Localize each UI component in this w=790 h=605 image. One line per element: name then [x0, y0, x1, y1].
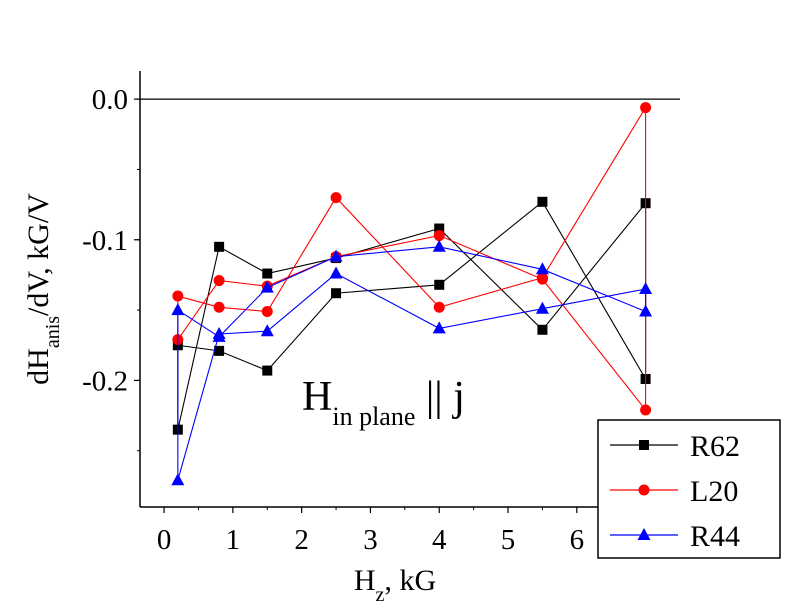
axes [134, 71, 681, 513]
data-point-r62 [214, 345, 225, 356]
data-point-r44 [212, 329, 226, 342]
labels-layer: 0.0 -0.1 -0.2 0 1 2 3 4 5 6 Hz, kG dHanis/dV, kG/V H… [22, 84, 584, 605]
legend-label: R62 [690, 430, 740, 463]
data-point-r44 [329, 266, 343, 279]
legend-item-r62: R62 [610, 430, 740, 463]
data-point-r44 [260, 280, 274, 293]
data-point-r62 [434, 279, 445, 290]
series-line-r62 [177, 200, 647, 430]
data-point-r62 [537, 324, 548, 335]
annotation-label: Hin plane || j [302, 374, 465, 431]
data-point-r44 [639, 282, 653, 294]
data-point-l20 [261, 306, 273, 318]
x-tick-label: 1 [226, 524, 241, 556]
legend-marker [637, 528, 651, 540]
x-tick-label: 4 [432, 524, 447, 556]
data-point-r44 [535, 301, 549, 314]
y-tick-label: 0.0 [92, 84, 128, 116]
data-point-r44 [329, 249, 343, 262]
data-point-l20 [330, 192, 342, 204]
legend-marker [639, 440, 649, 450]
legend-box [597, 419, 781, 559]
data-point-l20 [433, 301, 445, 313]
x-tick-label: 3 [363, 524, 378, 556]
series-layer [171, 102, 653, 486]
y-tick-label: -0.2 [82, 365, 128, 397]
data-point-r62 [262, 365, 273, 376]
data-point-r44 [432, 239, 446, 252]
data-point-r62 [331, 288, 342, 299]
data-point-l20 [433, 230, 445, 242]
legend-marker [638, 484, 650, 496]
data-point-r44 [639, 304, 653, 317]
series-l20 [172, 102, 652, 416]
data-point-l20 [640, 404, 652, 416]
series-r62 [172, 196, 651, 435]
data-point-l20 [213, 301, 225, 313]
data-point-l20 [640, 102, 652, 114]
y-axis-label: dHanis/dV, kG/V [22, 193, 64, 385]
legend: R62 L20 R44 [597, 419, 781, 559]
y-tick-label: -0.1 [82, 225, 128, 257]
data-point-r62 [262, 268, 273, 279]
data-point-r62 [214, 241, 225, 252]
legend-label: L20 [690, 475, 738, 508]
x-tick-label: 5 [501, 524, 516, 556]
data-point-r62 [537, 196, 548, 207]
x-tick-label: 2 [294, 524, 309, 556]
x-tick-label: 0 [157, 524, 172, 556]
x-axis-label: Hz, kG [354, 564, 436, 605]
legend-label: R44 [690, 520, 740, 553]
data-point-r44 [260, 324, 274, 337]
data-point-l20 [213, 275, 225, 287]
series-r44 [171, 239, 653, 486]
data-point-l20 [536, 272, 548, 284]
legend-item-l20: L20 [610, 475, 738, 508]
x-tick-label: 6 [570, 524, 585, 556]
data-point-r44 [535, 262, 549, 275]
data-point-l20 [172, 290, 184, 302]
data-point-r44 [171, 303, 185, 316]
data-point-r44 [432, 321, 446, 334]
series-line-r44 [177, 246, 647, 481]
data-point-r44 [171, 473, 185, 486]
legend-item-r44: R44 [610, 520, 740, 553]
data-point-r62 [434, 223, 445, 234]
